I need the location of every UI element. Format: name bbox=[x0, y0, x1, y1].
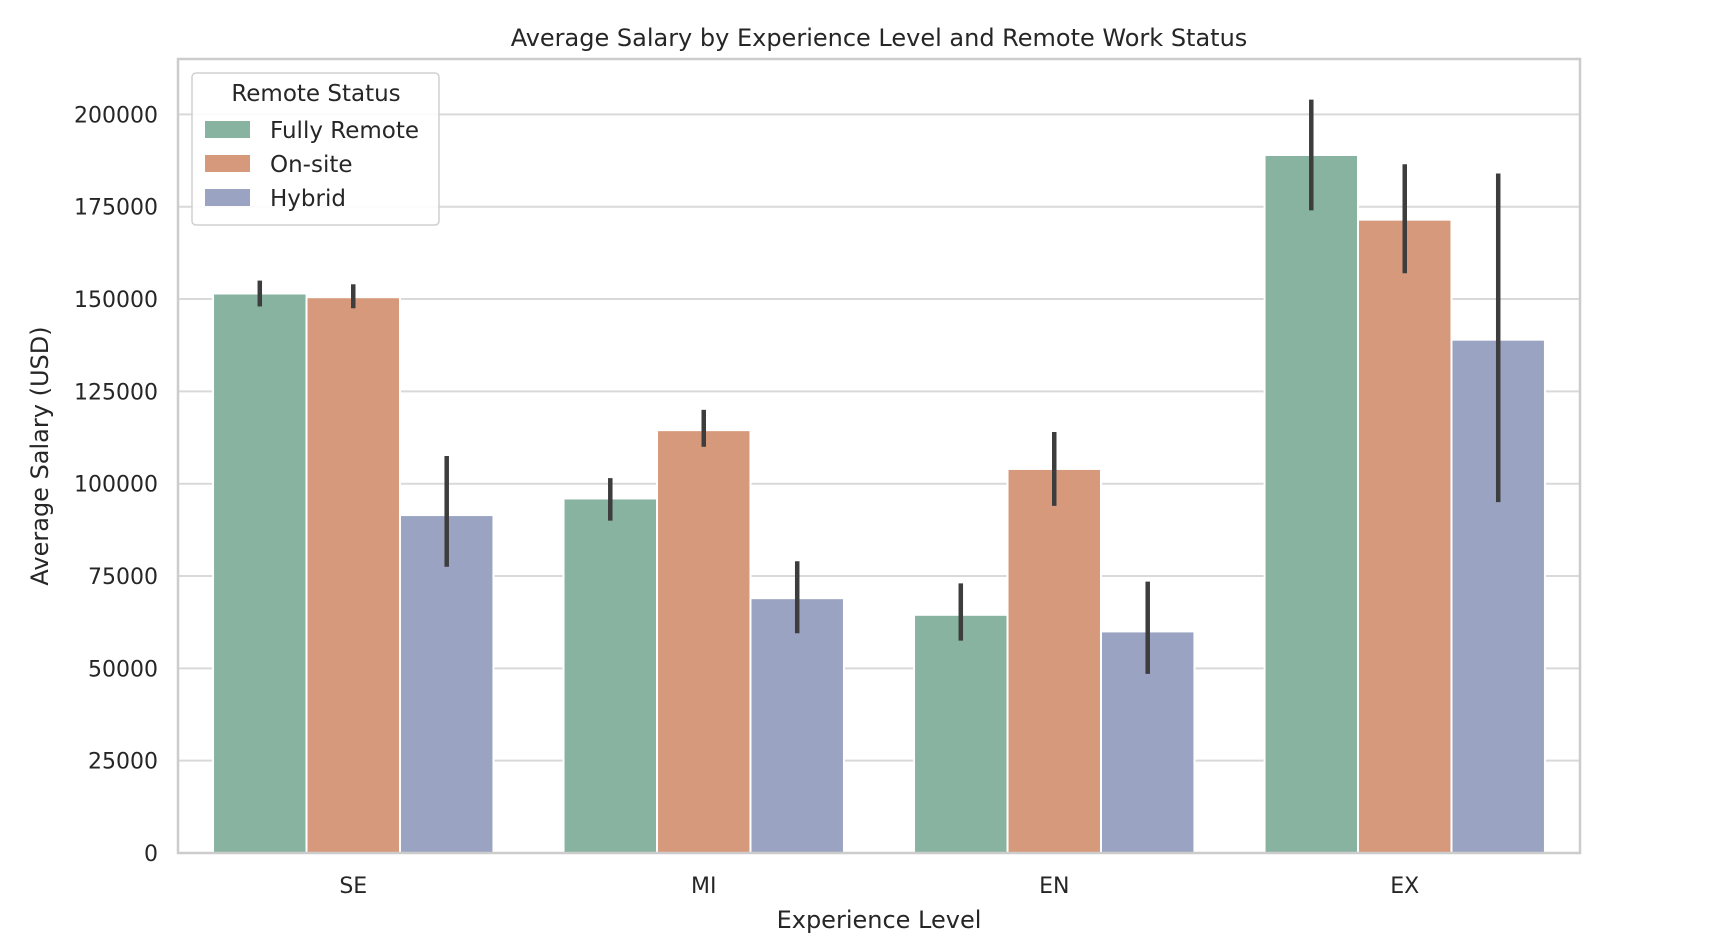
y-tick-label: 125000 bbox=[74, 380, 158, 405]
bar-hybrid-mi bbox=[749, 597, 845, 854]
y-tick-label: 175000 bbox=[74, 196, 158, 221]
legend-box bbox=[191, 72, 440, 226]
bar-fully-remote-ex bbox=[1263, 154, 1360, 854]
bar-fully-remote-en bbox=[913, 613, 1009, 854]
y-tick-label: 0 bbox=[144, 842, 158, 867]
legend-items: Fully Remote On-site Hybrid bbox=[205, 118, 419, 212]
legend: Remote Status Fully Remote On-site Hybrid bbox=[191, 72, 440, 226]
plot-frame bbox=[176, 57, 1582, 855]
bar-fully-remote-se bbox=[212, 292, 308, 855]
x-tick-label: MI bbox=[691, 874, 716, 899]
y-axis-title: Average Salary (USD) bbox=[26, 326, 54, 585]
bars bbox=[212, 154, 1546, 855]
bar-on-site-en bbox=[1006, 467, 1102, 854]
x-tick-label: EN bbox=[1039, 874, 1069, 899]
legend-swatch bbox=[205, 189, 250, 206]
bar-on-site-se bbox=[305, 296, 401, 854]
legend-label: On-site bbox=[270, 152, 353, 178]
error-bars bbox=[257, 99, 1501, 674]
y-tick-label: 100000 bbox=[74, 473, 158, 498]
bar-on-site-mi bbox=[656, 429, 752, 854]
legend-title: Remote Status bbox=[231, 81, 400, 107]
legend-swatch bbox=[205, 155, 250, 172]
x-tick-labels: SE MI EN EX bbox=[339, 874, 1419, 899]
x-tick-label: EX bbox=[1390, 874, 1419, 899]
y-tick-label: 50000 bbox=[88, 657, 158, 682]
x-axis-title: Experience Level bbox=[777, 906, 982, 934]
chart-title: Average Salary by Experience Level and R… bbox=[511, 24, 1248, 52]
y-tick-label: 25000 bbox=[88, 750, 158, 775]
bar-fully-remote-mi bbox=[562, 497, 659, 854]
y-tick-label: 150000 bbox=[74, 288, 158, 313]
bar-on-site-ex bbox=[1357, 218, 1453, 855]
legend-label: Fully Remote bbox=[270, 118, 419, 144]
legend-label: Hybrid bbox=[270, 186, 346, 212]
y-tick-label: 75000 bbox=[88, 565, 158, 590]
x-tick-label: SE bbox=[339, 874, 367, 899]
y-tick-labels: 0 25000 50000 75000 100000 125000 150000 175000… bbox=[74, 103, 158, 867]
y-tick-label: 200000 bbox=[74, 103, 158, 128]
legend-swatch bbox=[205, 121, 250, 138]
